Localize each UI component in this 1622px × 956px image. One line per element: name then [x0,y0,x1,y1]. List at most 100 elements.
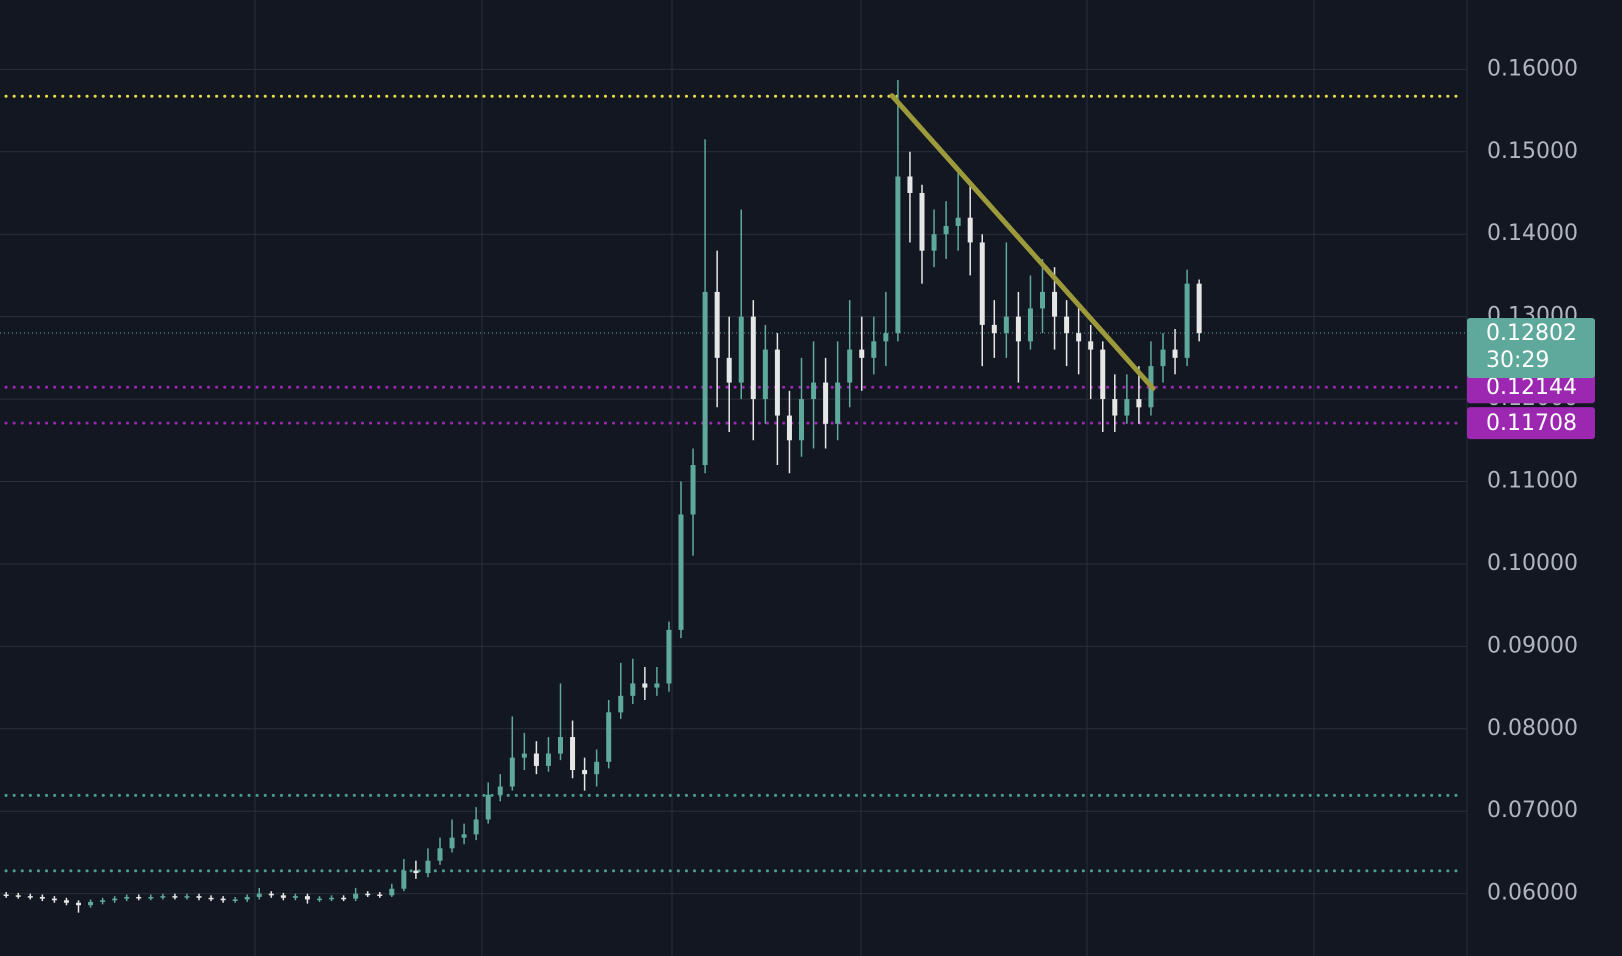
candle-body [991,324,997,334]
candle-body [786,415,792,441]
candle-body [76,902,81,906]
candle-body [461,834,467,838]
candle-body [570,737,576,771]
candle-body [1076,333,1082,342]
candle-body [244,896,250,900]
candle-body [413,870,419,874]
candle-body [473,819,479,835]
candle-body [558,737,563,754]
candle-body [606,712,612,762]
candle-body [871,341,877,358]
y-tick-label: 0.10000 [1487,551,1578,576]
candle-body [256,893,262,897]
vertical-grid [254,0,1315,956]
candle-body [88,901,94,906]
countdown-label: 30:29 [1486,348,1549,373]
candle-body [979,242,985,325]
candle-body [582,770,588,775]
candle-body [654,683,660,688]
candle-body [666,629,672,684]
y-tick-label: 0.06000 [1487,881,1578,906]
candle-body [521,753,527,758]
candle-body [196,896,202,898]
candle-body [485,794,491,820]
candle-body [1196,283,1202,334]
candle-body [943,225,949,235]
candle-body [1088,341,1094,350]
candle-body [268,893,274,896]
candle-body [341,897,347,900]
candle-body [931,234,937,251]
candle-body [750,316,756,400]
candle-body [136,896,142,899]
candle-body [377,894,383,897]
price-box-label: 0.11708 [1486,411,1577,436]
candle-body [774,349,780,416]
candle-body [39,896,45,899]
candle-body [329,897,335,900]
price-box-label: 0.12144 [1486,375,1577,400]
candle-body [594,761,600,775]
candle-body [401,870,407,889]
candle-body [919,192,925,251]
candle-body [208,897,214,900]
candle-body [1052,291,1058,317]
y-tick-label: 0.14000 [1487,221,1578,246]
candle-body [738,316,744,383]
candle-body [1100,349,1106,400]
candle-body [1124,399,1130,416]
candle-body [533,753,539,766]
candle-body [509,757,515,787]
current-price-box [1467,317,1595,378]
candle-body [762,349,768,400]
candle-body [630,683,636,696]
trend-line [889,93,1156,391]
y-tick-label: 0.15000 [1487,139,1578,164]
candle-body [63,900,69,903]
candle-body [859,349,865,358]
candle-body [437,848,443,861]
candle-body [292,896,298,898]
candle-body [148,896,154,899]
y-tick-label: 0.11000 [1487,469,1578,494]
candle-body [1136,399,1142,408]
candle-body [124,896,130,899]
candle-body [280,895,286,898]
candle-body [907,176,913,193]
price-box [1467,371,1595,404]
candle-body [304,896,310,900]
candle-body [425,860,431,874]
candle-body [389,888,395,896]
candle-body [726,357,732,383]
candle-body [895,176,901,334]
candle-body [642,683,648,688]
candle-body [811,382,817,400]
candle-body [184,896,190,898]
y-tick-label: 0.07000 [1487,798,1578,823]
candle-body [1003,316,1009,334]
y-tick-label: 0.09000 [1487,633,1578,658]
candle-body [618,695,624,713]
candle-body [172,896,178,898]
candle-body [27,896,33,898]
candle-body [823,382,829,424]
candle-body [112,898,118,901]
candle-body [1184,283,1190,358]
candle-body [702,291,708,466]
candle-body [1064,316,1070,334]
price-box [1467,407,1595,440]
candle-body [714,291,720,358]
candle-body [220,898,226,901]
candle-body [835,382,841,424]
candle-body [799,399,804,441]
candle-body [1172,349,1178,358]
candle-body [955,217,961,226]
y-tick-label: 0.16000 [1487,56,1578,81]
candle-body [1112,399,1118,416]
candle-body [15,895,21,897]
candle-body [100,900,106,902]
candle-body [1015,316,1021,342]
candle-body [365,893,371,896]
